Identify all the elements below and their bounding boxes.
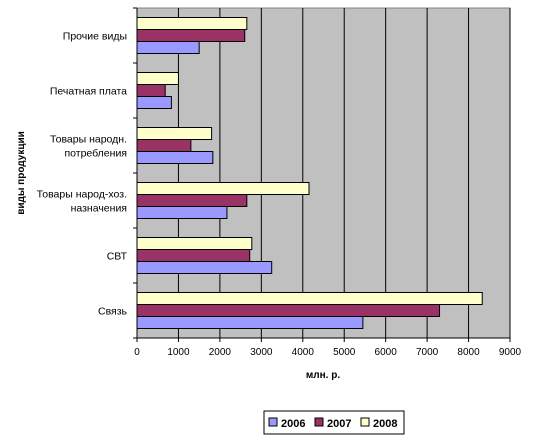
legend: 2006 2007 2008 (263, 410, 405, 435)
bar-2008 (136, 127, 213, 140)
category-label: Прочие виды (63, 31, 127, 43)
legend-box (263, 410, 405, 435)
category-labels: Прочие виды Печатная плата Товары народн. п… (37, 7, 137, 339)
bar-2007 (136, 194, 248, 207)
bar-2006 (136, 261, 273, 274)
x-tick-label: 6000 (375, 347, 398, 358)
x-tick-label: 5000 (333, 347, 356, 358)
bar-2006 (136, 41, 200, 54)
bar-2008 (136, 182, 310, 195)
x-tick-label: 2000 (209, 347, 232, 358)
x-tick-label: 1000 (167, 347, 190, 358)
bar-2006 (136, 151, 214, 164)
legend-label-2008: 2008 (373, 418, 397, 430)
x-axis-title: млн. р. (306, 370, 340, 381)
x-tick-label: 7000 (416, 347, 439, 358)
x-tick-label: 8000 (457, 347, 480, 358)
legend-swatch-2008 (360, 417, 370, 427)
bar-2007 (136, 304, 441, 317)
x-tick-label: 3000 (250, 347, 273, 358)
category-label: Печатная плата (50, 86, 127, 98)
x-tick-label: 0 (134, 347, 140, 358)
bar-2007 (136, 29, 246, 42)
legend-swatch-2006 (268, 417, 278, 427)
bar-2008 (136, 17, 248, 30)
legend-label-2006: 2006 (281, 418, 305, 430)
bar-2008 (136, 237, 253, 250)
gridlines (177, 8, 511, 338)
bar-2006 (136, 96, 172, 109)
x-tick-label: 9000 (499, 347, 522, 358)
x-ticks: 0 1000 2000 3000 4000 5000 6000 7000 8000 9000 (134, 338, 522, 358)
category-label: Товары народ-хоз. назначения (37, 189, 127, 215)
bar-2008 (136, 292, 483, 305)
bar-2007 (136, 84, 166, 97)
category-label: СВТ (107, 251, 128, 263)
category-label: Товары народн. потребления (50, 134, 127, 160)
bar-2007 (136, 249, 251, 262)
legend-label-2007: 2007 (327, 418, 351, 430)
bar-2008 (136, 72, 179, 85)
bar-2006 (136, 206, 228, 219)
bar-2007 (136, 139, 192, 152)
x-tick-label: 4000 (292, 347, 315, 358)
bar-2006 (136, 316, 364, 329)
category-label: Связь (98, 306, 128, 318)
legend-swatch-2007 (314, 417, 324, 427)
y-axis-title: виды продукции (16, 131, 27, 215)
plot-area (136, 7, 511, 339)
